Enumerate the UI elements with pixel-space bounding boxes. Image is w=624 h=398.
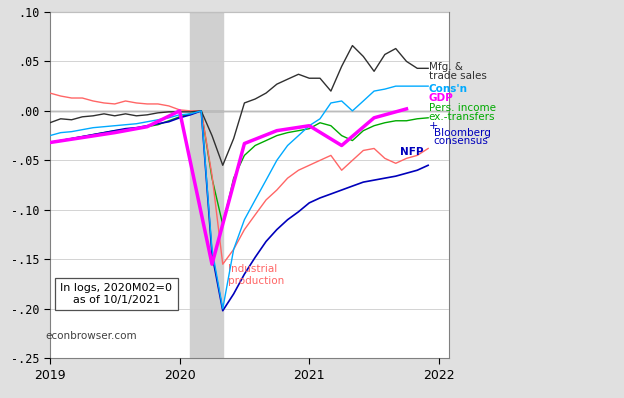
Text: +: + <box>429 121 438 131</box>
Text: Cons'n: Cons'n <box>429 84 467 94</box>
Text: In logs, 2020M02=0
as of 10/1/2021: In logs, 2020M02=0 as of 10/1/2021 <box>61 283 172 305</box>
Text: Mfg. &: Mfg. & <box>429 62 462 72</box>
Text: econbrowser.com: econbrowser.com <box>46 332 137 341</box>
Text: Pers. income: Pers. income <box>429 103 495 113</box>
Bar <box>190 12 223 358</box>
Text: consensus: consensus <box>434 136 489 146</box>
Text: production: production <box>228 276 284 286</box>
Text: Bloomberg: Bloomberg <box>434 128 490 138</box>
Text: ex.-transfers: ex.-transfers <box>429 112 495 122</box>
Text: GDP: GDP <box>429 93 453 103</box>
Text: NFP: NFP <box>400 147 424 158</box>
Text: Industrial: Industrial <box>228 264 277 274</box>
Text: trade sales: trade sales <box>429 71 487 81</box>
